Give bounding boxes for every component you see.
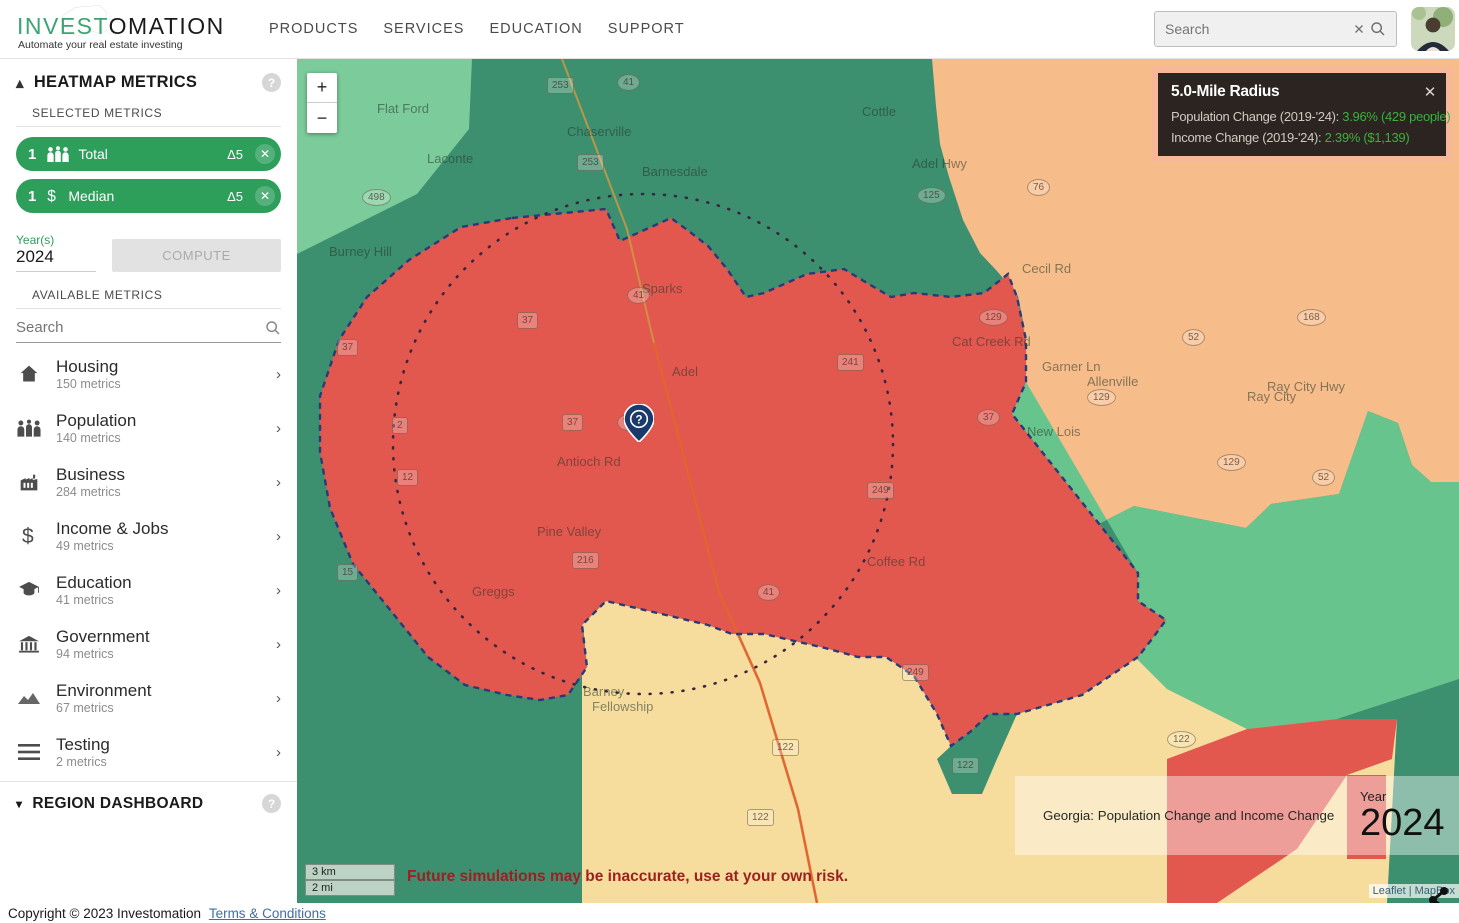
svg-text:$: $ (48, 188, 57, 205)
svg-text:?: ? (635, 414, 642, 426)
svg-text:$: $ (22, 525, 34, 547)
